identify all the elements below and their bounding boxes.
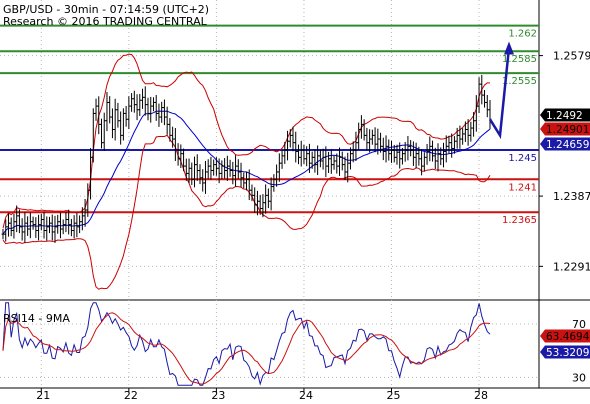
- price-marker-label: 63.4694: [546, 331, 590, 343]
- rsi-signal-line: [2, 312, 491, 385]
- level-label: 1.245: [508, 153, 537, 164]
- rsi-tick-label: 70: [572, 318, 586, 331]
- x-tick-label: 24: [299, 389, 313, 400]
- rsi-tick-label: 30: [572, 371, 586, 384]
- x-tick-label: 23: [211, 389, 225, 400]
- candlesticks: [1, 74, 492, 243]
- forecast-arrowhead: [504, 41, 514, 55]
- rsi-panel-title: RSI14 - 9MA: [3, 312, 70, 325]
- bollinger-upper: [2, 53, 490, 229]
- level-label: 1.262: [508, 29, 537, 40]
- price-marker-label: 1.2492: [546, 110, 583, 122]
- header-copyright: Research © 2016 TRADING CENTRAL: [3, 15, 208, 28]
- bollinger-bands: [2, 53, 491, 290]
- y-tick-label: 1.2387: [553, 190, 590, 203]
- x-tick-label: 22: [124, 389, 138, 400]
- price-marker: [540, 137, 590, 151]
- rsi-line: [2, 302, 491, 386]
- price-marker: [540, 108, 590, 122]
- price-marker: [540, 122, 590, 136]
- grid-layer: [0, 0, 539, 388]
- level-label: 1.2365: [502, 215, 537, 226]
- level-label: 1.241: [508, 182, 537, 193]
- axis-ticks: 21 22 23 24 25 28 1.2579 1.2387 1.2291 70 30: [36, 50, 590, 402]
- support-resistance-levels: 1.262 1.2585 1.2555 1.245 1.241 1.2365: [0, 24, 539, 226]
- x-tick-label: 21: [36, 389, 50, 400]
- x-tick-label: 28: [474, 389, 488, 400]
- level-label: 1.2585: [502, 54, 537, 65]
- rsi-lines: [2, 302, 491, 386]
- forecast-line: [488, 47, 511, 140]
- price-markers: 1.2492 1.24901 1.24659 63.4694 53.3209: [540, 108, 590, 359]
- level-label: 1.2555: [502, 76, 537, 87]
- forecast-arrow: [488, 41, 514, 140]
- header-title: GBP/USD - 30min - 07:14:59 (UTC+2): [3, 3, 209, 16]
- price-marker-label: 1.24659: [546, 139, 589, 151]
- price-marker: [540, 329, 590, 343]
- y-tick-label: 1.2579: [553, 50, 590, 63]
- x-tick-label: 25: [387, 389, 401, 400]
- price-marker: [540, 345, 590, 359]
- price-marker-label: 53.3209: [546, 347, 589, 359]
- y-tick-label: 1.2291: [553, 260, 590, 273]
- price-marker-label: 1.24901: [546, 124, 589, 136]
